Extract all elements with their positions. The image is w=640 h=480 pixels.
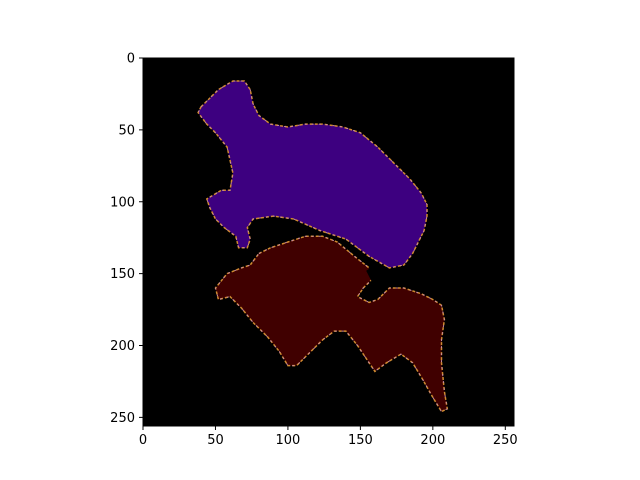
plot-area: [142, 57, 515, 427]
y-tick-label: 100: [110, 195, 135, 210]
x-tick-label: 200: [420, 433, 445, 448]
x-tick-label: 50: [207, 433, 224, 448]
x-tick-label: 250: [493, 433, 518, 448]
upper-region: [197, 80, 428, 269]
x-tick-label: 150: [348, 433, 373, 448]
axes-frame: [142, 57, 515, 427]
y-tick-label: 0: [127, 52, 135, 67]
x-axis: 0 50 100 150 200 250: [139, 426, 518, 448]
y-tick-label: 150: [110, 267, 135, 282]
x-tick-label: 100: [276, 433, 301, 448]
y-tick-label: 200: [110, 339, 135, 354]
x-tick-label: 0: [139, 433, 147, 448]
gap-hole: [366, 265, 390, 283]
y-tick-label: 50: [118, 123, 135, 138]
y-axis: 0 50 100 150 200 250: [110, 52, 143, 426]
region-layer: [197, 80, 449, 413]
y-tick-label: 250: [110, 411, 135, 426]
